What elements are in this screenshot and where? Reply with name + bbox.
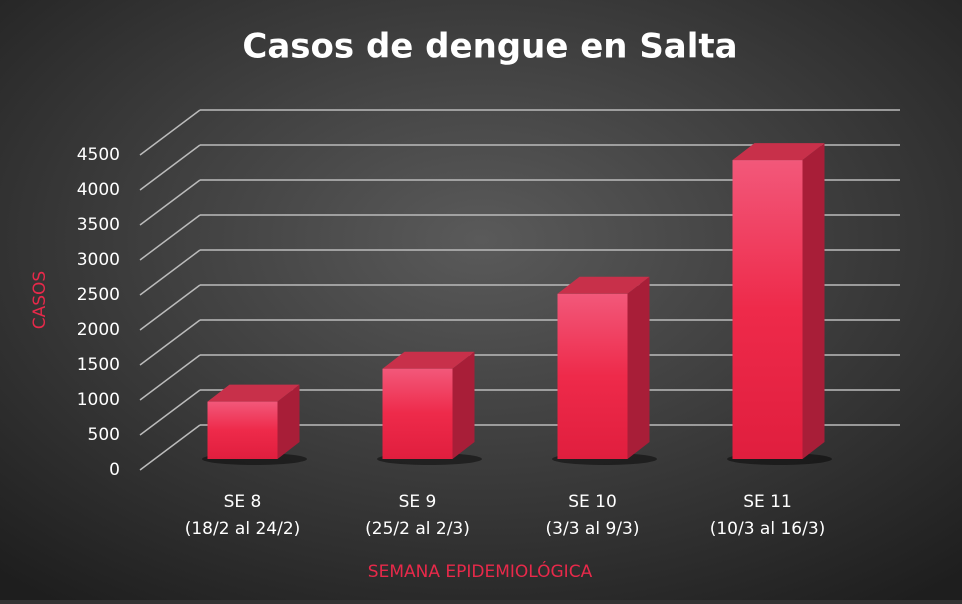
y-tick-label: 2000	[77, 320, 120, 340]
y-tick-label: 4500	[77, 145, 120, 165]
grid-line-side	[139, 144, 201, 191]
y-tick-label: 1000	[77, 390, 120, 410]
bar-group	[202, 384, 307, 465]
grid-line-side	[139, 249, 201, 296]
grid-line-side	[139, 354, 201, 401]
bar	[382, 368, 453, 459]
grid-line-side	[139, 424, 201, 471]
bar-side	[802, 143, 825, 459]
bar-group	[552, 276, 657, 465]
bar-group	[727, 143, 832, 465]
bar-top	[732, 143, 825, 161]
bar-top	[207, 384, 300, 402]
grid-line-side	[139, 319, 201, 366]
bar-side	[627, 276, 650, 459]
y-tick-label: 2500	[77, 285, 120, 305]
chart-title: Casos de dengue en Salta	[242, 27, 737, 67]
grid-line-side	[139, 179, 201, 226]
y-axis-title: CASOS	[30, 271, 50, 329]
grid-line-side	[139, 214, 201, 261]
y-tick-label: 1500	[77, 355, 120, 375]
bar	[207, 401, 278, 459]
bar-side	[277, 384, 300, 459]
x-tick-label: (25/2 al 2/3)	[365, 519, 470, 539]
bar-top	[557, 276, 650, 294]
x-tick-label: SE 11	[743, 492, 792, 512]
x-tick-label: (18/2 al 24/2)	[185, 519, 301, 539]
y-tick-label: 0	[109, 460, 120, 480]
grid-line-side	[139, 284, 201, 331]
grid-line-side	[139, 389, 201, 436]
bar-top	[382, 351, 475, 369]
x-tick-label: (10/3 al 16/3)	[710, 519, 826, 539]
y-tick-label: 3500	[77, 215, 120, 235]
bar-side	[452, 351, 475, 459]
x-tick-label: SE 8	[224, 492, 262, 512]
y-tick-label: 4000	[77, 180, 120, 200]
x-tick-label: SE 9	[399, 492, 437, 512]
x-axis-title: SEMANA EPIDEMIOLÓGICA	[368, 560, 593, 582]
x-tick-label: (3/3 al 9/3)	[546, 519, 640, 539]
bar-group	[377, 351, 482, 465]
bar	[732, 160, 803, 459]
x-tick-label: SE 10	[568, 492, 617, 512]
y-tick-label: 500	[88, 425, 120, 445]
y-tick-label: 3000	[77, 250, 120, 270]
grid-line-side	[139, 109, 201, 156]
bar	[557, 293, 628, 459]
